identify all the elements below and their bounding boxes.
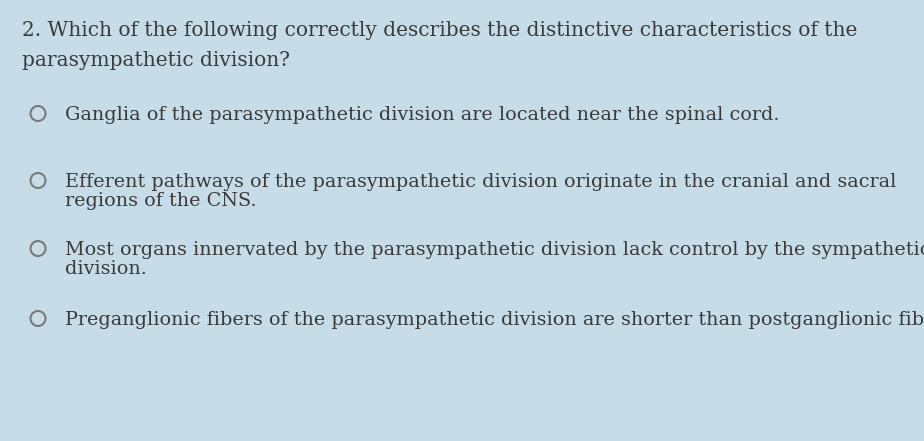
- Text: Efferent pathways of the parasympathetic division originate in the cranial and s: Efferent pathways of the parasympathetic…: [65, 173, 896, 191]
- Text: regions of the CNS.: regions of the CNS.: [65, 192, 257, 210]
- Text: parasympathetic division?: parasympathetic division?: [22, 51, 290, 70]
- Text: 2. Which of the following correctly describes the distinctive characteristics of: 2. Which of the following correctly desc…: [22, 21, 857, 40]
- Text: Ganglia of the parasympathetic division are located near the spinal cord.: Ganglia of the parasympathetic division …: [65, 106, 779, 124]
- Text: Most organs innervated by the parasympathetic division lack control by the sympa: Most organs innervated by the parasympat…: [65, 241, 924, 259]
- Text: Preganglionic fibers of the parasympathetic division are shorter than postgangli: Preganglionic fibers of the parasympathe…: [65, 311, 924, 329]
- Text: division.: division.: [65, 260, 147, 278]
